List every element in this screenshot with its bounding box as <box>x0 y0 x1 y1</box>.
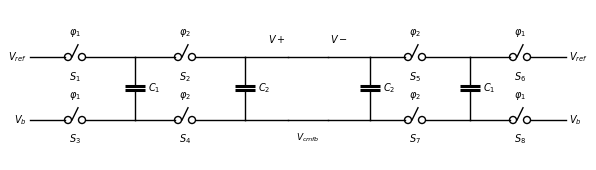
Text: $\varphi_1$: $\varphi_1$ <box>69 90 81 102</box>
Text: $S_2$: $S_2$ <box>179 70 191 84</box>
Text: $V_{ref}$: $V_{ref}$ <box>569 50 588 64</box>
Text: $V-$: $V-$ <box>330 33 347 45</box>
Text: $V_{ref}$: $V_{ref}$ <box>8 50 27 64</box>
Text: $S_6$: $S_6$ <box>514 70 526 84</box>
Text: $S_8$: $S_8$ <box>514 132 526 146</box>
Text: $\varphi_2$: $\varphi_2$ <box>179 27 191 39</box>
Text: $\varphi_1$: $\varphi_1$ <box>69 27 81 39</box>
Text: $S_5$: $S_5$ <box>409 70 421 84</box>
Text: $\varphi_2$: $\varphi_2$ <box>409 90 421 102</box>
Text: $\varphi_1$: $\varphi_1$ <box>514 27 526 39</box>
Text: $S_4$: $S_4$ <box>179 132 191 146</box>
Text: $V_b$: $V_b$ <box>569 113 582 127</box>
Text: $V+$: $V+$ <box>268 33 286 45</box>
Text: $C_2$: $C_2$ <box>383 81 395 95</box>
Text: $\varphi_2$: $\varphi_2$ <box>179 90 191 102</box>
Text: $S_7$: $S_7$ <box>409 132 421 146</box>
Text: $\varphi_2$: $\varphi_2$ <box>409 27 421 39</box>
Text: $S_1$: $S_1$ <box>69 70 81 84</box>
Text: $\varphi_1$: $\varphi_1$ <box>514 90 526 102</box>
Text: $S_3$: $S_3$ <box>69 132 81 146</box>
Text: $C_1$: $C_1$ <box>483 81 495 95</box>
Text: $V_b$: $V_b$ <box>14 113 27 127</box>
Text: $C_1$: $C_1$ <box>148 81 160 95</box>
Text: $V_{cmfb}$: $V_{cmfb}$ <box>296 132 320 144</box>
Text: $C_2$: $C_2$ <box>258 81 271 95</box>
